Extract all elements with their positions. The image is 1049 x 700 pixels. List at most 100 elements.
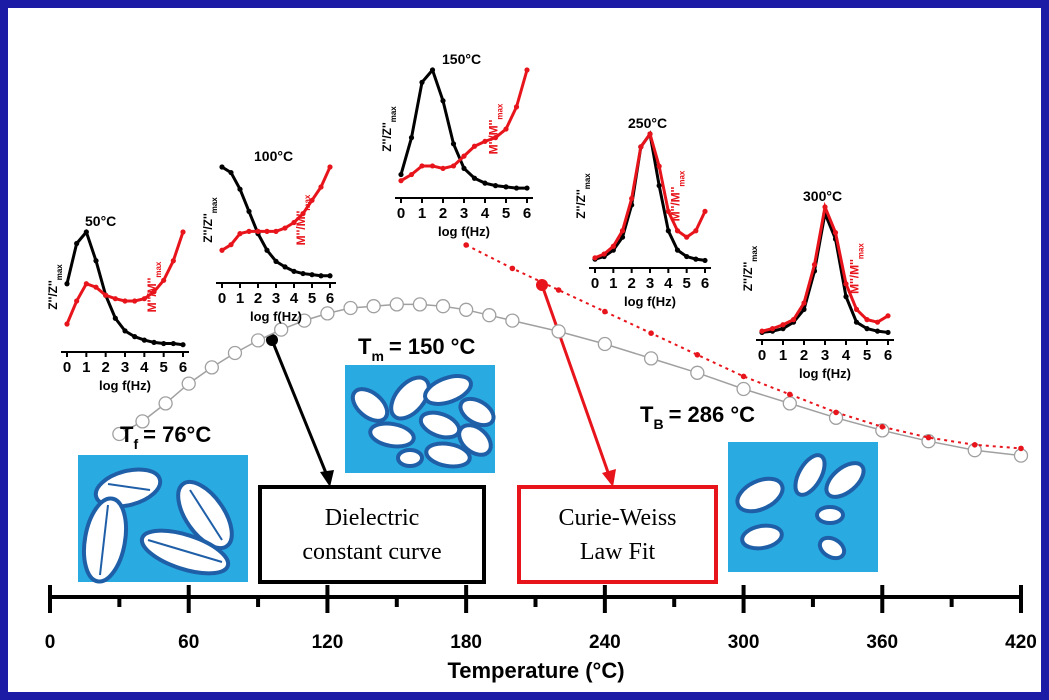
inset-point [151, 289, 157, 295]
inset-point [843, 294, 849, 300]
data-point [555, 287, 562, 293]
annotation-subscript: f [133, 436, 138, 452]
callout-text: Law Fit [580, 539, 656, 565]
inset-y-label-main: Z''/Z'' [574, 189, 588, 219]
inset-point [246, 228, 252, 234]
inset-point [398, 178, 404, 184]
inset-y-label-main: Z''/Z'' [46, 280, 60, 310]
data-point [597, 336, 613, 352]
inset-x-tick-label: 3 [460, 205, 468, 222]
inset-point [524, 185, 530, 191]
x-tick-label: 360 [866, 632, 898, 653]
inset-x-tick-label: 0 [758, 347, 766, 364]
x-tick-label: 420 [1005, 632, 1037, 653]
inset-point [180, 342, 186, 348]
inset-y2-label: M''/M''max [668, 170, 686, 221]
inset-point [228, 242, 234, 248]
inset-point [647, 131, 653, 137]
inset-point [801, 306, 807, 312]
inset-point [64, 321, 70, 327]
inset-x-tick-label: 1 [418, 205, 426, 222]
inset-y2-label-sub: max [677, 170, 686, 187]
inset-x-tick-label: 0 [63, 359, 71, 376]
inset-point [300, 270, 306, 277]
inset-point [83, 229, 89, 235]
inset-x-tick-label: 1 [779, 347, 787, 364]
inset-point [83, 281, 89, 287]
inset-x-tick-label: 0 [591, 275, 599, 292]
data-point [879, 424, 886, 430]
inset-point [885, 329, 891, 336]
annotation-value: = 150 °C [389, 334, 476, 359]
inset-point [759, 328, 765, 334]
inset-point [619, 234, 626, 240]
data-point [509, 265, 516, 272]
data-point [204, 360, 219, 375]
inset-point [610, 243, 616, 249]
inset-point [246, 208, 252, 214]
inset-point [74, 240, 80, 247]
domain-box [345, 365, 496, 473]
inset-point [656, 163, 662, 169]
inset-point [440, 165, 446, 171]
inset-point [885, 313, 891, 319]
inset-point [112, 296, 118, 302]
x-tick-label: 0 [45, 632, 56, 653]
inset-x-tick-label: 1 [236, 290, 244, 307]
inset-y-label: Z''/Z''max [574, 173, 592, 219]
inset-point [161, 340, 167, 347]
inset-x-tick-label: 4 [842, 347, 851, 364]
annotation-subscript: B [653, 416, 663, 432]
inset-point [790, 317, 797, 323]
data-point [551, 324, 566, 339]
inset-point [780, 322, 786, 328]
callout-text: Curie-Weiss [558, 505, 676, 531]
inset-point [408, 135, 415, 141]
inset-x-tick-label: 6 [179, 359, 187, 376]
inset-x-tick-label: 2 [101, 359, 109, 376]
inset-x-tick-label: 4 [664, 275, 673, 292]
data-point [1018, 445, 1024, 452]
inset-point [503, 184, 509, 190]
inset-point [74, 298, 80, 304]
inset-x-label: log f(Hz) [250, 309, 302, 324]
inset-point [801, 300, 807, 306]
data-point [971, 442, 978, 448]
inset-x-tick-label: 5 [682, 275, 690, 292]
inset-point [665, 208, 671, 214]
inset-point [180, 229, 186, 235]
inset-point [112, 315, 118, 321]
inset-point [132, 298, 138, 304]
domain-box [728, 442, 878, 572]
data-point [482, 308, 497, 323]
inset-title: 150°C [442, 51, 481, 67]
inset-point [228, 169, 234, 176]
inset-point [264, 247, 270, 253]
data-point [250, 333, 266, 348]
annotation-symbol: T [640, 402, 654, 427]
data-point [602, 308, 608, 315]
inset-point [780, 326, 786, 332]
inset-point [656, 183, 662, 189]
domain-box [78, 455, 248, 584]
inset-point [665, 228, 671, 234]
inset-y-label: Z''/Z''max [201, 197, 219, 243]
inset-y-label: Z''/Z''max [46, 264, 64, 310]
inset-x-tick-label: 6 [326, 290, 334, 307]
data-point [135, 414, 150, 429]
inset-point [513, 185, 520, 191]
data-point [740, 373, 747, 380]
data-point [297, 313, 312, 328]
inset-point [482, 180, 488, 186]
inset-point [864, 326, 870, 332]
inset-x-tick-label: 4 [140, 359, 149, 376]
inset-point [170, 340, 176, 347]
x-tick-label: 180 [450, 632, 482, 653]
inset-point [161, 277, 167, 283]
inset-x-label: log f(Hz) [799, 366, 851, 381]
x-axis-title: Temperature (°C) [447, 658, 624, 683]
inset-point [684, 253, 690, 260]
inset-y-label-sub: max [583, 173, 592, 190]
inset-point [141, 296, 147, 302]
inset-x-tick-label: 2 [800, 347, 808, 364]
